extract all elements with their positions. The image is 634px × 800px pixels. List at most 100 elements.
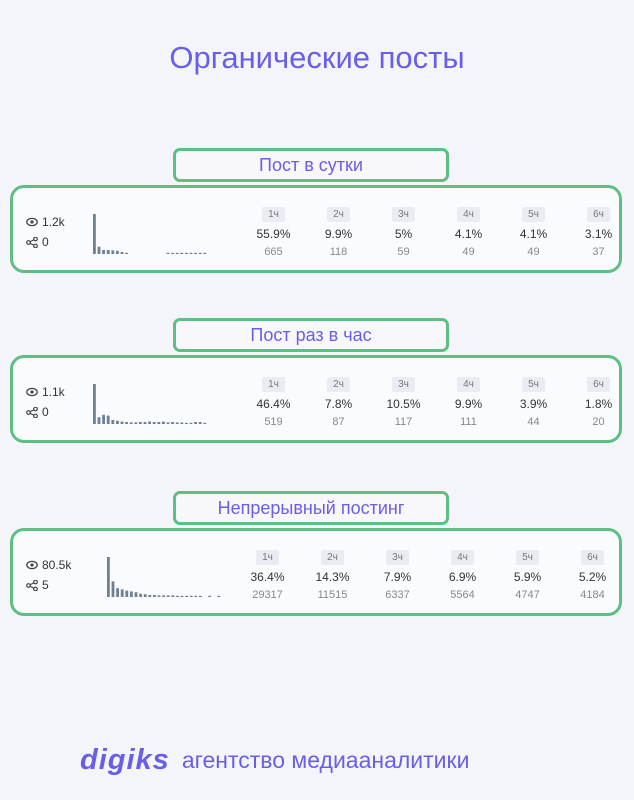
metric-count: 665 bbox=[264, 246, 283, 258]
metric-count: 37 bbox=[592, 246, 605, 258]
metric-percent: 6.9% bbox=[448, 570, 477, 584]
spark-bar bbox=[129, 422, 133, 424]
views-count: 80.5k bbox=[42, 558, 72, 572]
hour-badge: 3ч bbox=[392, 377, 415, 392]
spark-bar bbox=[148, 595, 152, 597]
hour-badge: 6ч bbox=[581, 550, 604, 565]
spark-bar bbox=[130, 591, 133, 597]
spark-bar bbox=[116, 588, 119, 597]
spark-bar bbox=[180, 422, 184, 424]
metric-count: 4747 bbox=[515, 589, 540, 601]
views-stat: 1.2k bbox=[26, 212, 65, 232]
spark-bar bbox=[180, 252, 184, 254]
spark-bar bbox=[134, 592, 138, 597]
shares-count: 0 bbox=[42, 405, 49, 419]
metric-count: 5564 bbox=[450, 589, 475, 601]
spark-bar bbox=[106, 415, 110, 424]
spark-bar bbox=[116, 420, 119, 424]
post-stats: 1.1k 0 bbox=[26, 382, 65, 422]
spark-bar bbox=[189, 422, 193, 424]
metric-count: 59 bbox=[397, 246, 410, 258]
metric-count: 49 bbox=[462, 246, 475, 258]
metric-percent: 7.9% bbox=[383, 570, 412, 584]
shares-count: 5 bbox=[42, 578, 49, 592]
spark-bar bbox=[107, 557, 110, 597]
hour-badge: 6ч bbox=[587, 377, 610, 392]
shares-stat: 5 bbox=[26, 575, 71, 595]
hour-badge: 1ч bbox=[256, 550, 279, 565]
hour-badge: 5ч bbox=[516, 550, 539, 565]
metric-6h: 6ч 1.8% 20 bbox=[566, 374, 631, 428]
spark-bar bbox=[152, 422, 156, 424]
spark-bar bbox=[189, 595, 193, 597]
metric-5h: 5ч 4.1% 49 bbox=[501, 204, 566, 258]
stats-card: 1.1k 0 1ч 46.4% 519 2ч 7.8% 87 3ч 10.5% 117 4ч… bbox=[10, 355, 622, 443]
metric-3h: 3ч 7.9% 6337 bbox=[365, 547, 430, 601]
metric-2h: 2ч 14.3% 11515 bbox=[300, 547, 365, 601]
metric-4h: 4ч 9.9% 111 bbox=[436, 374, 501, 428]
spark-bar bbox=[120, 252, 124, 254]
metric-count: 117 bbox=[394, 416, 413, 428]
hour-badge: 4ч bbox=[457, 207, 480, 222]
hour-badge: 3ч bbox=[386, 550, 409, 565]
spark-bar bbox=[120, 421, 124, 424]
metric-count: 29317 bbox=[252, 589, 283, 601]
spark-bar bbox=[217, 595, 221, 597]
spark-bar bbox=[198, 422, 202, 424]
section-label: Пост раз в час bbox=[173, 318, 449, 352]
views-count: 1.1k bbox=[42, 385, 65, 399]
metric-count: 6337 bbox=[385, 589, 410, 601]
eye-icon bbox=[26, 217, 38, 227]
metric-6h: 6ч 5.2% 4184 bbox=[560, 547, 625, 601]
metric-percent: 46.4% bbox=[256, 397, 291, 411]
spark-bar bbox=[171, 422, 174, 424]
footer: digiks агентство медиааналитики bbox=[80, 744, 469, 777]
post-stats: 80.5k 5 bbox=[26, 555, 71, 595]
spark-bar bbox=[185, 252, 188, 254]
spark-bar bbox=[93, 214, 96, 254]
spark-bar bbox=[111, 420, 115, 424]
spark-bar bbox=[148, 421, 151, 424]
hour-badge: 5ч bbox=[522, 377, 545, 392]
metric-count: 111 bbox=[460, 416, 477, 428]
page-title: Органические посты bbox=[169, 40, 465, 75]
spark-bar bbox=[125, 590, 129, 597]
metric-percent: 9.9% bbox=[324, 227, 353, 241]
spark-bar bbox=[199, 595, 202, 597]
eye-icon bbox=[26, 387, 38, 397]
metric-2h: 2ч 7.8% 87 bbox=[306, 374, 371, 428]
spark-bar bbox=[139, 593, 142, 597]
spark-bar bbox=[189, 252, 193, 254]
metric-1h: 1ч 55.9% 665 bbox=[241, 204, 306, 258]
share-icon bbox=[26, 579, 38, 591]
metric-count: 11515 bbox=[317, 589, 348, 601]
eye-icon bbox=[26, 560, 38, 570]
spark-bar bbox=[134, 422, 138, 424]
metric-percent: 14.3% bbox=[315, 570, 350, 584]
spark-bar bbox=[203, 422, 207, 424]
metric-percent: 3.1% bbox=[584, 227, 613, 241]
hour-badge: 5ч bbox=[522, 207, 545, 222]
metric-count: 44 bbox=[527, 416, 540, 428]
hourly-metrics: 1ч 55.9% 665 2ч 9.9% 118 3ч 5% 59 4ч 4.1% 49 5ч 4… bbox=[241, 204, 631, 258]
shares-stat: 0 bbox=[26, 232, 65, 252]
metric-4h: 4ч 6.9% 5564 bbox=[430, 547, 495, 601]
spark-bar bbox=[194, 422, 197, 424]
spark-bar bbox=[175, 252, 179, 254]
metric-2h: 2ч 9.9% 118 bbox=[306, 204, 371, 258]
spark-bar bbox=[175, 422, 179, 424]
hour-badge: 2ч bbox=[321, 550, 344, 565]
metric-3h: 3ч 5% 59 bbox=[371, 204, 436, 258]
metric-5h: 5ч 5.9% 4747 bbox=[495, 547, 560, 601]
spark-bar bbox=[194, 252, 197, 254]
hour-badge: 2ч bbox=[327, 207, 350, 222]
section-label: Непрерывный постинг bbox=[173, 491, 449, 525]
metric-count: 20 bbox=[592, 416, 605, 428]
spark-bar bbox=[106, 250, 110, 254]
metric-6h: 6ч 3.1% 37 bbox=[566, 204, 631, 258]
footer-tagline: агентство медиааналитики bbox=[181, 747, 470, 773]
hour-badge: 3ч bbox=[392, 207, 415, 222]
sparkline-chart bbox=[93, 214, 207, 254]
hour-badge: 1ч bbox=[262, 207, 285, 222]
spark-bar bbox=[157, 595, 161, 597]
